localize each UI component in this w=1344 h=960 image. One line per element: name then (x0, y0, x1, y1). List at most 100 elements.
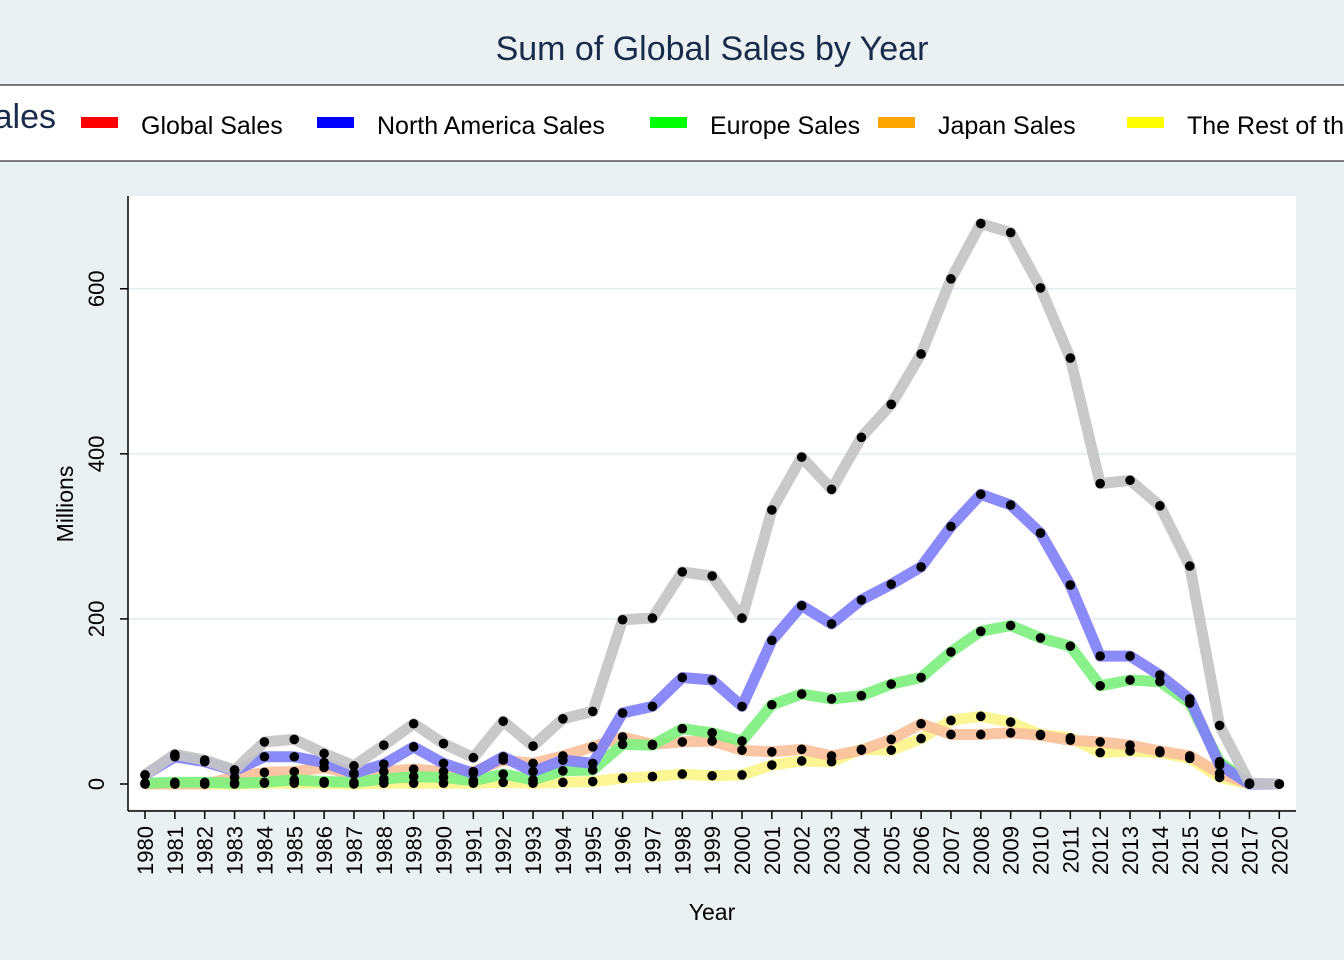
data-point (976, 489, 986, 500)
data-point (617, 732, 628, 742)
data-point (379, 766, 389, 777)
data-point (916, 718, 926, 729)
data-point (796, 600, 807, 611)
x-tick-label: 2014 (1148, 826, 1173, 875)
data-point (1155, 670, 1165, 680)
data-point (677, 567, 688, 577)
data-point (916, 562, 926, 572)
x-tick-label: 2016 (1208, 826, 1233, 875)
data-point (976, 711, 986, 722)
x-tick-label: 1991 (461, 826, 486, 875)
data-point (886, 734, 897, 745)
data-point (1005, 500, 1016, 510)
data-point (468, 766, 479, 777)
x-axis-title: Year (689, 899, 736, 925)
data-point (737, 701, 747, 712)
legend-swatch (878, 117, 915, 128)
data-point (826, 694, 837, 704)
data-point (498, 716, 509, 727)
data-point (498, 769, 509, 779)
legend-label: Global Sales (141, 112, 283, 140)
x-tick-label: 2011 (1058, 826, 1083, 873)
data-point (319, 778, 329, 788)
data-point (976, 626, 986, 637)
y-tick-label: 0 (84, 778, 109, 790)
data-point (259, 767, 270, 778)
y-tick-label: 200 (84, 601, 109, 638)
data-point (1095, 478, 1105, 489)
data-point (438, 766, 449, 777)
legend-item: Europe Sales (650, 112, 860, 140)
data-point (617, 773, 628, 784)
data-point (259, 751, 270, 762)
data-point (647, 739, 658, 750)
data-point (886, 579, 897, 590)
data-point (528, 766, 538, 777)
data-point (767, 699, 777, 710)
data-point (767, 505, 777, 515)
data-point (737, 770, 747, 780)
data-point (558, 777, 568, 788)
data-point (289, 778, 300, 788)
data-point (289, 766, 300, 777)
data-point (767, 760, 777, 770)
data-point (587, 758, 598, 769)
x-tick-label: 1987 (342, 826, 367, 875)
data-point (677, 769, 688, 779)
data-point (826, 484, 837, 495)
data-point (707, 736, 717, 746)
data-point (1005, 717, 1016, 727)
x-tick-label: 2006 (909, 826, 934, 875)
data-point (1035, 633, 1046, 643)
data-point (1155, 501, 1165, 511)
data-point (379, 740, 389, 751)
data-point (856, 595, 867, 605)
x-tick-label: 2017 (1237, 826, 1262, 875)
data-point (796, 744, 807, 755)
data-point (707, 770, 717, 781)
data-point (528, 778, 538, 788)
data-point (229, 765, 240, 776)
data-point (1065, 580, 1076, 590)
data-point (319, 748, 329, 759)
data-point (737, 613, 747, 623)
data-point (1095, 737, 1105, 747)
x-tick-label: 1980 (133, 826, 158, 875)
legend-item: The Rest of the World (1127, 112, 1344, 140)
x-tick-label: 2003 (820, 826, 845, 875)
data-point (1035, 528, 1046, 538)
data-point (1095, 680, 1105, 691)
data-point (1184, 698, 1195, 708)
data-point (259, 737, 270, 747)
data-point (976, 218, 986, 229)
data-point (856, 690, 867, 701)
x-tick-label: 1998 (670, 826, 695, 875)
data-point (916, 733, 926, 744)
x-tick-label: 2005 (879, 826, 904, 875)
data-point (1095, 651, 1105, 661)
x-tick-label: 1988 (372, 826, 397, 875)
data-point (886, 679, 897, 689)
data-point (1155, 676, 1165, 687)
data-point (587, 765, 598, 775)
legend-swatch (81, 117, 118, 128)
x-tick-label: 2008 (969, 826, 994, 875)
data-point (1005, 227, 1016, 238)
data-point (558, 713, 568, 724)
x-tick-label: 1996 (611, 826, 636, 875)
data-point (976, 729, 986, 740)
data-point (438, 778, 449, 788)
data-point (289, 751, 300, 762)
gridlines (128, 287, 1296, 620)
data-point (1035, 729, 1046, 740)
data-point (1125, 475, 1135, 486)
chart-title: Sum of Global Sales by Year (496, 30, 929, 68)
data-point (707, 571, 717, 581)
x-tick-label: 2004 (849, 826, 874, 875)
data-points (140, 218, 1285, 789)
data-point (1095, 747, 1105, 758)
data-point (946, 274, 956, 284)
data-point (528, 758, 538, 769)
y-tick-label: 600 (84, 270, 109, 307)
data-point (1274, 779, 1285, 789)
